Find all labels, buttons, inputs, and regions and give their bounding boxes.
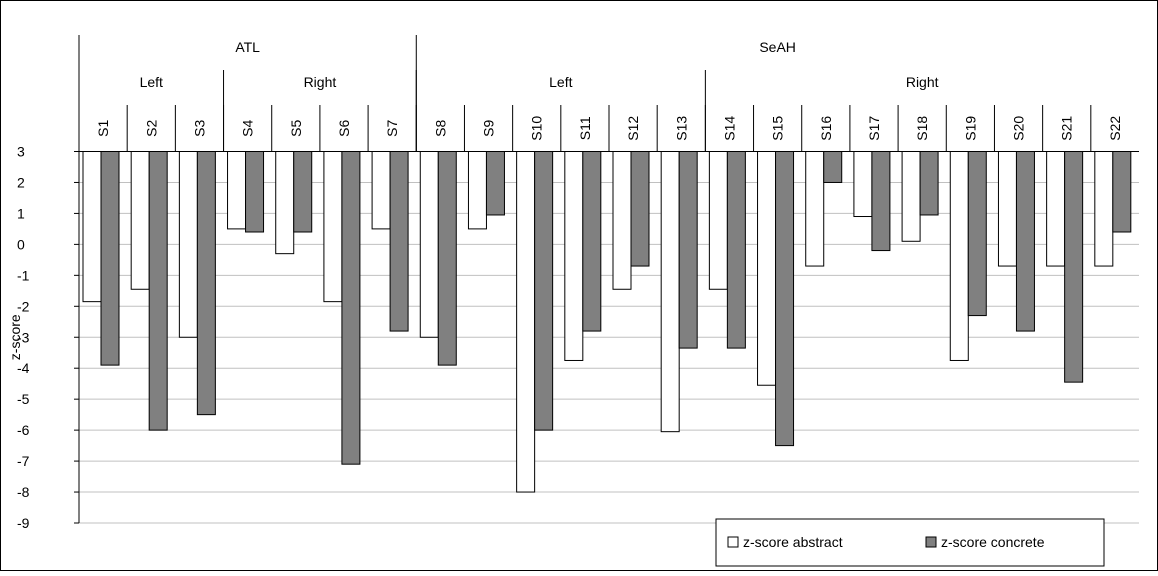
x-tick-label: S15 bbox=[770, 116, 786, 141]
bar-concrete bbox=[196, 151, 216, 416]
x-tick-label: S1 bbox=[95, 119, 111, 136]
bar-abstract bbox=[997, 151, 1017, 267]
bar-concrete bbox=[245, 151, 265, 233]
bar-abstract bbox=[178, 151, 198, 338]
legend-box bbox=[715, 518, 1105, 567]
x-tick-label: S9 bbox=[481, 119, 497, 136]
y-tick-label: 3 bbox=[17, 144, 25, 160]
subgroup-label: Right bbox=[906, 74, 939, 90]
bar-abstract bbox=[1046, 151, 1066, 267]
bar-abstract bbox=[708, 151, 728, 290]
y-tick-label: -2 bbox=[17, 298, 30, 314]
bar-concrete bbox=[967, 151, 987, 317]
x-tick-label: S11 bbox=[577, 116, 593, 140]
y-tick-label: -4 bbox=[17, 360, 30, 376]
bar-concrete bbox=[293, 151, 313, 233]
x-tick-label: S6 bbox=[336, 119, 352, 136]
subgroup-label: Left bbox=[140, 74, 163, 90]
bar-concrete bbox=[389, 151, 409, 332]
y-tick-label: 1 bbox=[17, 205, 25, 221]
bar-abstract bbox=[853, 151, 873, 218]
bar-concrete bbox=[775, 151, 795, 447]
x-tick-label: S19 bbox=[962, 116, 978, 141]
bar-abstract bbox=[1094, 151, 1114, 267]
bar-concrete bbox=[678, 151, 698, 349]
x-tick-label: S21 bbox=[1059, 116, 1075, 141]
bar-abstract bbox=[564, 151, 584, 361]
bar-concrete bbox=[630, 151, 650, 267]
y-tick-label: -8 bbox=[17, 484, 30, 500]
group-label: SeAH bbox=[759, 39, 796, 55]
y-axis-label: z-score bbox=[7, 314, 23, 360]
x-tick-label: S12 bbox=[625, 116, 641, 141]
bar-abstract bbox=[467, 151, 487, 230]
legend-swatch-abstract bbox=[727, 536, 739, 548]
x-tick-label: S13 bbox=[673, 116, 689, 141]
bar-abstract bbox=[949, 151, 969, 361]
x-tick-label: S16 bbox=[818, 116, 834, 141]
bar-abstract bbox=[901, 151, 921, 242]
bar-abstract bbox=[82, 151, 102, 303]
bar-concrete bbox=[341, 151, 361, 465]
bar-concrete bbox=[1015, 151, 1035, 332]
x-tick-label: S17 bbox=[866, 116, 882, 141]
bar-concrete bbox=[148, 151, 168, 431]
x-tick-label: S20 bbox=[1011, 116, 1027, 141]
bar-concrete bbox=[100, 151, 120, 366]
bar-abstract bbox=[275, 151, 295, 255]
bar-concrete bbox=[437, 151, 457, 366]
bar-abstract bbox=[805, 151, 825, 267]
bar-concrete bbox=[534, 151, 554, 431]
bar-abstract bbox=[757, 151, 777, 386]
y-tick-label: -6 bbox=[17, 422, 30, 438]
bar-abstract bbox=[660, 151, 680, 433]
bar-concrete bbox=[726, 151, 746, 349]
bar-abstract bbox=[612, 151, 632, 290]
bar-concrete bbox=[823, 151, 843, 183]
bar-concrete bbox=[1112, 151, 1132, 233]
x-tick-label: S18 bbox=[914, 116, 930, 141]
subgroup-label: Left bbox=[549, 74, 572, 90]
y-tick-label: -7 bbox=[17, 453, 30, 469]
legend-swatch-concrete bbox=[925, 536, 937, 548]
bar-abstract bbox=[227, 151, 247, 230]
x-tick-label: S22 bbox=[1107, 116, 1123, 141]
y-tick-label: 2 bbox=[17, 174, 25, 190]
group-label: ATL bbox=[235, 39, 260, 55]
bar-concrete bbox=[1064, 151, 1084, 383]
x-tick-label: S8 bbox=[432, 119, 448, 136]
y-tick-label: -3 bbox=[17, 329, 30, 345]
x-tick-label: S2 bbox=[143, 119, 159, 136]
bar-abstract bbox=[371, 151, 391, 230]
y-tick-label: -5 bbox=[17, 391, 30, 407]
x-tick-label: S4 bbox=[240, 119, 256, 136]
bar-abstract bbox=[516, 151, 536, 493]
x-tick-label: S10 bbox=[529, 116, 545, 141]
subgroup-label: Right bbox=[304, 74, 337, 90]
x-tick-label: S7 bbox=[384, 119, 400, 136]
y-tick-label: -1 bbox=[17, 267, 30, 283]
x-tick-label: S5 bbox=[288, 119, 304, 136]
bar-concrete bbox=[919, 151, 939, 216]
x-tick-label: S14 bbox=[721, 116, 737, 141]
bar-abstract bbox=[130, 151, 150, 290]
y-tick-label: 0 bbox=[17, 236, 25, 252]
bar-concrete bbox=[582, 151, 602, 332]
bar-abstract bbox=[419, 151, 439, 338]
legend-label: z-score concrete bbox=[941, 534, 1045, 550]
y-tick-label: -9 bbox=[17, 515, 30, 531]
legend-label: z-score abstract bbox=[743, 534, 843, 550]
bar-concrete bbox=[871, 151, 891, 252]
x-tick-label: S3 bbox=[191, 119, 207, 136]
bar-concrete bbox=[485, 151, 505, 216]
bar-abstract bbox=[323, 151, 343, 303]
